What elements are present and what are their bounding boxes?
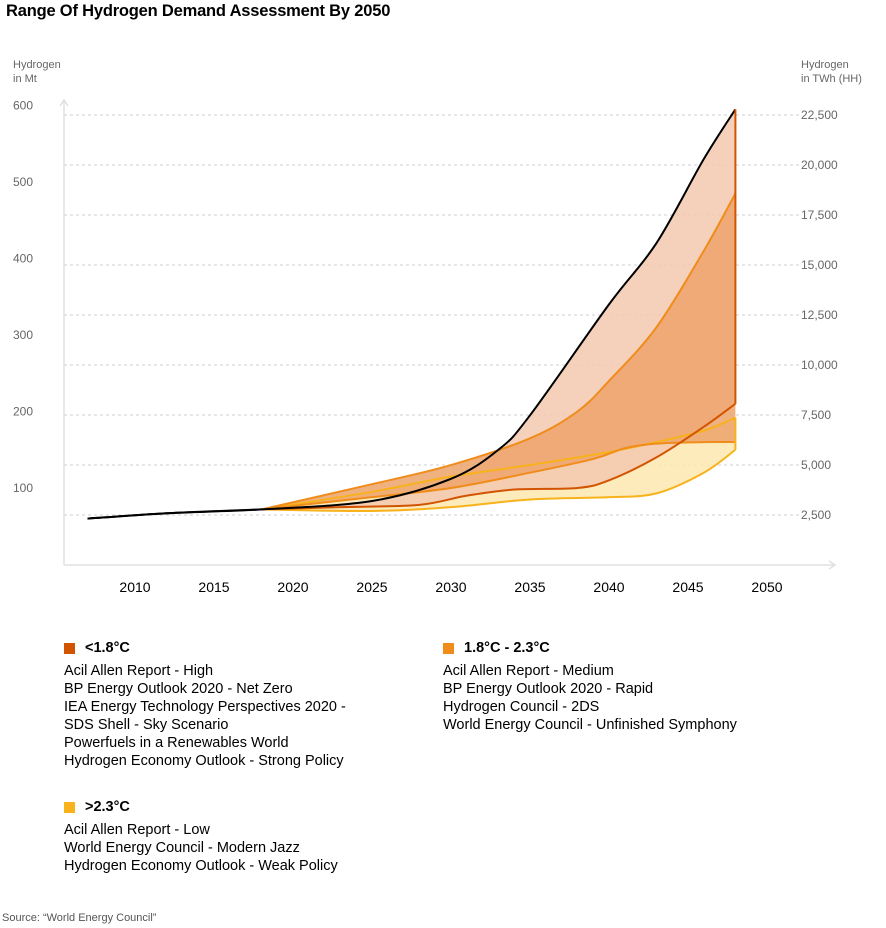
legend-item: Powerfuels in a Renewables World: [64, 735, 289, 751]
y2-tick-label: 12,500: [801, 308, 838, 322]
y2-tick-label: 2,500: [801, 508, 831, 522]
x-tick-label: 2030: [435, 579, 466, 595]
legend-item: Acil Allen Report - High: [64, 663, 214, 679]
y-tick-label: 600: [13, 99, 33, 113]
legend-item: BP Energy Outlook 2020 - Rapid: [443, 681, 654, 697]
series-line: [261, 448, 736, 513]
y-tick-label: 500: [13, 175, 33, 189]
series-line: [261, 192, 737, 511]
y2-tick-label: 20,000: [801, 158, 838, 172]
legend-label: 1.8°C - 2.3°C: [464, 640, 550, 656]
y2-tick-label: 5,000: [801, 458, 831, 472]
legend-item: Hydrogen Economy Outlook - Strong Policy: [64, 753, 344, 769]
right-axis-label-line2: in TWh (HH): [801, 73, 862, 85]
left-axis-label-line2: in Mt: [13, 73, 37, 85]
y-tick-label: 300: [13, 328, 33, 342]
legend-swatch: [64, 642, 75, 654]
band-below-1-8: [87, 109, 736, 519]
legend-item: World Energy Council - Modern Jazz: [64, 840, 300, 856]
y2-tick-label: 7,500: [801, 408, 831, 422]
axes: [59, 98, 837, 570]
y2-tick-label: 22,500: [801, 108, 838, 122]
chart-canvas: 100 200 300 400 500 600 2,500 5,000 7,500 10,000 1…: [13, 98, 838, 596]
y2-tick-label: 15,000: [801, 258, 838, 272]
x-axis-arrow: [828, 560, 837, 570]
legend-item: Hydrogen Council - 2DS: [443, 699, 600, 715]
x-tick-label: 2010: [119, 579, 150, 595]
bands: [87, 109, 736, 519]
legend-item: Hydrogen Economy Outlook - Weak Policy: [64, 858, 338, 874]
legend-swatch: [64, 801, 75, 813]
y2-tick-label: 10,000: [801, 358, 838, 372]
x-tick-label: 2035: [514, 579, 545, 595]
right-axis-label-line1: Hydrogen: [801, 59, 849, 71]
source-note: Source: “World Energy Council”: [2, 912, 157, 924]
band-above-2-3: [261, 417, 736, 512]
y-axis-arrow: [59, 98, 69, 107]
legend-group-1-8-to-2-3: 1.8°C - 2.3°C Acil Allen Report - Medium…: [443, 638, 737, 734]
left-axis-label: Hydrogen in Mt: [13, 58, 61, 86]
x-tick-label: 2015: [198, 579, 229, 595]
x-tick-label: 2045: [672, 579, 703, 595]
legend-item: SDS Shell - Sky Scenario: [64, 717, 229, 733]
legend-group-below-1-8: <1.8°C Acil Allen Report - High BP Energy…: [64, 638, 346, 770]
tick-labels: 100 200 300 400 500 600 2,500 5,000 7,500 10,000 1…: [13, 99, 838, 596]
legend-item: World Energy Council - Unfinished Sympho…: [443, 717, 737, 733]
historical-line: [87, 508, 262, 520]
left-axis-label-line1: Hydrogen: [13, 59, 61, 71]
x-tick-label: 2040: [593, 579, 624, 595]
x-tick-label: 2025: [356, 579, 387, 595]
legend-label: <1.8°C: [85, 640, 130, 656]
legend-item: BP Energy Outlook 2020 - Net Zero: [64, 681, 293, 697]
legend-items: Acil Allen Report - Low World Energy Coun…: [64, 821, 338, 875]
legend-swatch: [443, 642, 454, 654]
series-line: [261, 440, 736, 511]
legend-group-above-2-3: >2.3°C Acil Allen Report - Low World Ener…: [64, 797, 338, 875]
legend-items: Acil Allen Report - Medium BP Energy Outl…: [443, 662, 737, 734]
y-tick-label: 200: [13, 405, 33, 419]
y2-tick-label: 17,500: [801, 208, 838, 222]
band-1-8-to-2-3: [261, 193, 736, 510]
legend-item: Acil Allen Report - Low: [64, 822, 210, 838]
y-tick-label: 100: [13, 481, 33, 495]
legend-label: >2.3°C: [85, 799, 130, 815]
x-tick-label: 2020: [277, 579, 308, 595]
series-line: [261, 403, 736, 511]
legend-item: Acil Allen Report - Medium: [443, 663, 614, 679]
chart-title: Range Of Hydrogen Demand Assessment By 2…: [6, 2, 391, 20]
legend-item: IEA Energy Technology Perspectives 2020 …: [64, 699, 346, 715]
series-lines: [87, 108, 737, 520]
x-tick-label: 2050: [751, 579, 782, 595]
legend-items: Acil Allen Report - High BP Energy Outloo…: [64, 662, 346, 770]
y-tick-label: 400: [13, 252, 33, 266]
right-axis-label: Hydrogen in TWh (HH): [801, 58, 862, 86]
